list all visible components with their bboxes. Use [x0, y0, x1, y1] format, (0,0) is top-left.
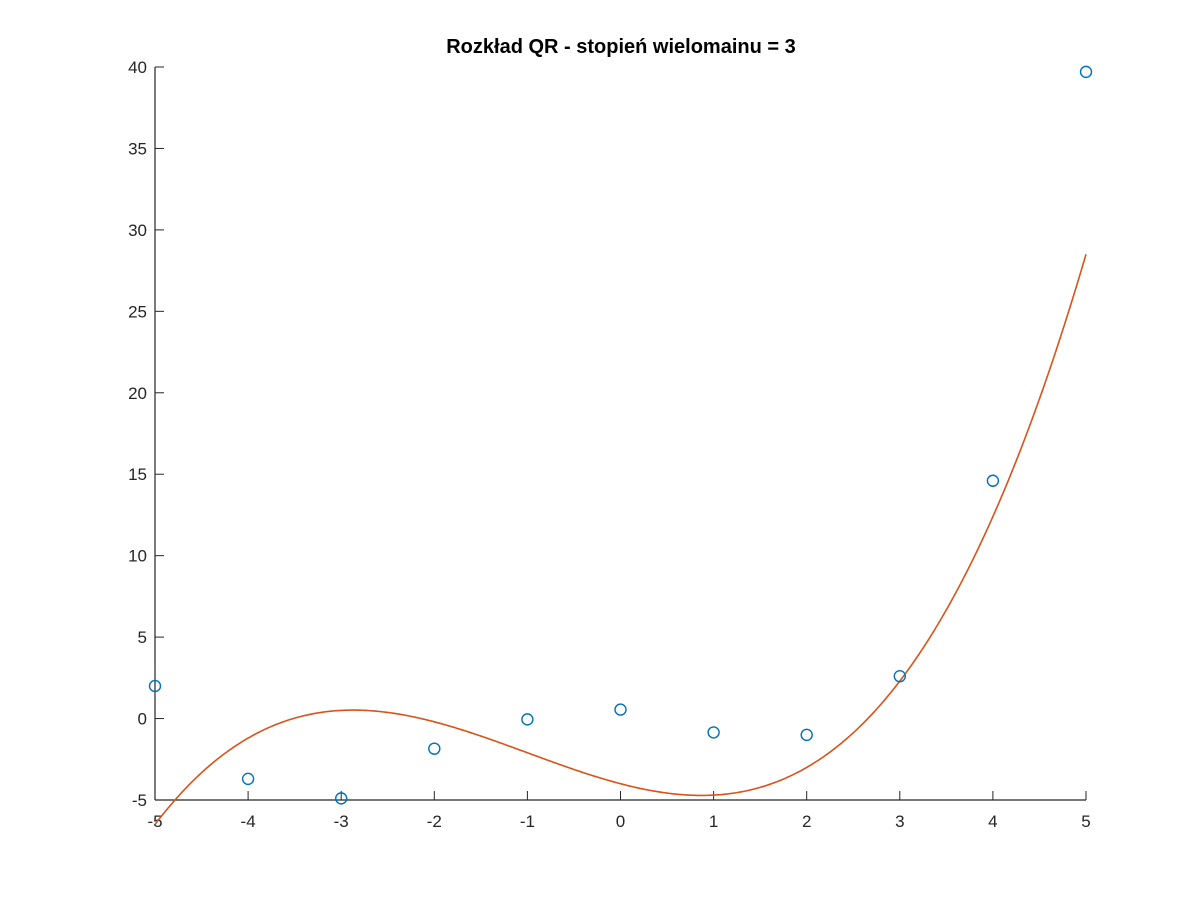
plot-area: [148, 65, 1093, 825]
x-tick-label: 3: [895, 812, 904, 831]
data-point: [986, 474, 1000, 487]
y-tick-label: 15: [128, 465, 147, 484]
x-tick-label: -4: [241, 812, 256, 831]
data-point: [241, 772, 255, 786]
x-tick-label: 4: [988, 812, 997, 831]
x-tick-label: -5: [147, 812, 162, 831]
x-tick-label: 0: [616, 812, 625, 831]
x-tick-label: 2: [802, 812, 811, 831]
data-point: [148, 679, 162, 693]
data-point: [428, 742, 441, 755]
data-point: [893, 670, 906, 683]
axes: -5 -4 -3 -2 -1 0 1 2 3 4 5 -5 0 5 10 15 20 25 30 35 40: [128, 58, 1091, 831]
data-point: [335, 792, 348, 805]
y-tick-label: 25: [128, 302, 147, 321]
y-tick-label: 10: [128, 547, 147, 566]
data-point: [800, 728, 813, 742]
data-point: [521, 713, 534, 726]
x-tick-label: -2: [427, 812, 442, 831]
y-tick-label: 0: [138, 710, 147, 729]
y-tick-label: 30: [128, 221, 147, 240]
y-tick-label: -5: [132, 791, 147, 810]
x-tick-label: 5: [1081, 812, 1090, 831]
data-point: [614, 703, 627, 716]
x-tick-label: 1: [709, 812, 718, 831]
y-tick-label: 20: [128, 384, 147, 403]
y-tick-label: 35: [128, 139, 147, 158]
fit-curve-line: [154, 254, 1087, 825]
data-point: [707, 726, 720, 739]
y-tick-label: 5: [138, 628, 147, 647]
data-point: [1079, 65, 1093, 79]
y-tick-label: 40: [128, 58, 147, 77]
chart-title: Rozkład QR - stopień wielomainu = 3: [446, 36, 796, 58]
x-tick-label: -1: [520, 812, 535, 831]
x-tick-label: -3: [334, 812, 349, 831]
